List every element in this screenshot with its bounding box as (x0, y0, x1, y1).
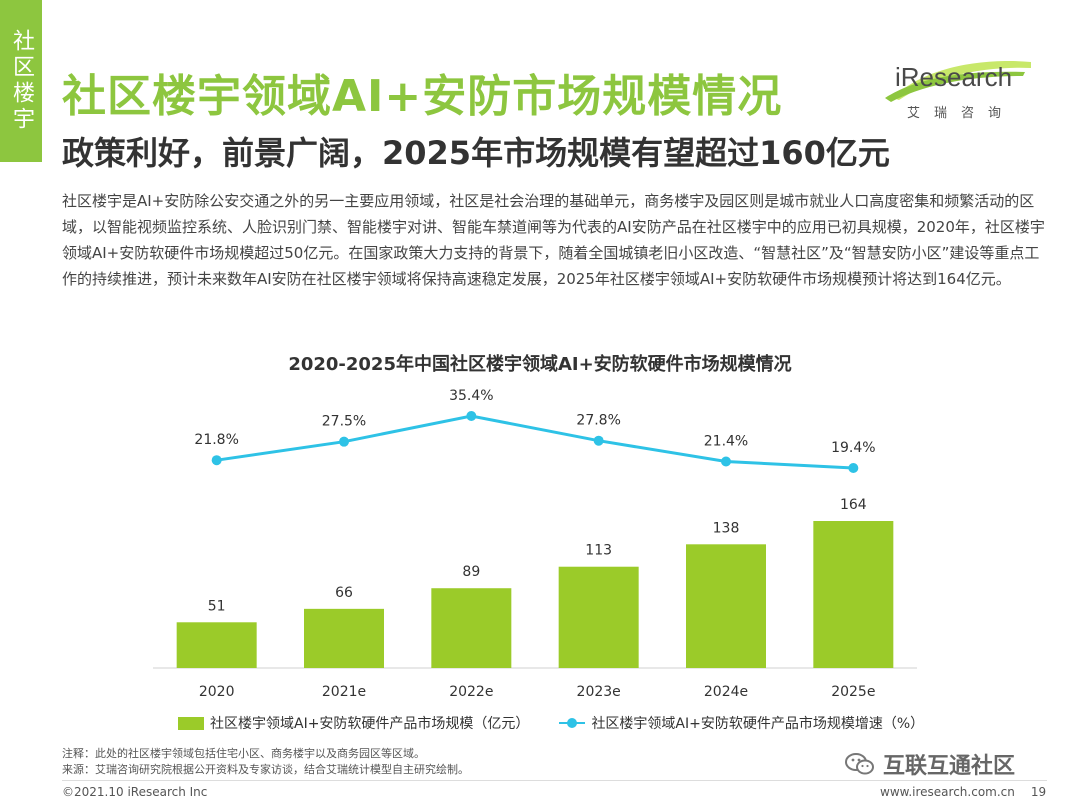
page-subtitle: 政策利好，前景广阔，2025年市场规模有望超过160亿元 (62, 134, 890, 172)
growth-value-label: 35.4% (449, 388, 493, 404)
growth-value-label: 27.8% (576, 413, 620, 429)
x-tick-label: 2025e (831, 684, 875, 700)
logo-swoosh-icon (885, 61, 1031, 102)
bar-value-label: 89 (462, 564, 480, 580)
legend-item-line: 社区楼宇领域AI+安防软硬件产品市场规模增速（%） (559, 713, 924, 733)
x-tick-label: 2020 (199, 684, 235, 700)
x-tick-label: 2022e (449, 684, 493, 700)
footer-right: www.iresearch.com.cn 19 (880, 785, 1046, 799)
bar (304, 608, 384, 668)
side-tab-label: 社区楼宇 (9, 29, 34, 133)
iresearch-logo: iResearch 艾瑞咨询 (885, 58, 1035, 124)
bar (176, 622, 257, 668)
x-tick-label: 2024e (704, 684, 748, 700)
chart-title: 2020-2025年中国社区楼宇领域AI+安防软硬件市场规模情况 (288, 354, 792, 375)
page-number: 19 (1030, 785, 1047, 799)
growth-point (211, 455, 222, 466)
footer-copyright: ©2021.10 iResearch Inc (62, 785, 208, 799)
growth-point (848, 463, 859, 473)
logo-subtitle: 艾瑞咨询 (907, 106, 1016, 121)
bar-value-label: 66 (335, 585, 353, 601)
legend-bar-swatch (178, 716, 204, 730)
growth-value-label: 21.4% (704, 434, 748, 450)
page-title: 社区楼宇领域AI+安防市场规模情况 (62, 71, 783, 122)
bar (686, 544, 766, 668)
bar-value-label: 138 (713, 520, 740, 536)
bar (813, 521, 894, 668)
bar (431, 588, 512, 668)
note-text: 注释：此处的社区楼宇领域包括住宅小区、商务楼宇以及商务园区等区域。 (62, 747, 425, 760)
growth-value-label: 27.5% (322, 414, 366, 430)
growth-point (466, 411, 477, 421)
x-tick-label: 2021e (322, 684, 366, 700)
growth-point (339, 436, 349, 447)
legend-item-bar: 社区楼宇领域AI+安防软硬件产品市场规模（亿元） (178, 713, 529, 733)
logo-brand: iResearch (895, 62, 1013, 92)
growth-point (721, 456, 731, 467)
legend-line-swatch (559, 716, 586, 730)
footer-url: www.iresearch.com.cn (880, 785, 1015, 799)
watermark-text: 互联互通社区 (883, 754, 1016, 779)
side-section-tab: 社区楼宇 (0, 0, 42, 162)
bar (558, 566, 639, 668)
intro-paragraph: 社区楼宇是AI+安防除公安交通之外的另一主要应用领域，社区是社会治理的基础单元，… (62, 192, 1045, 288)
growth-line (216, 414, 854, 470)
chart-notes: 注释：此处的社区楼宇领域包括住宅小区、商务楼宇以及商务园区等区域。 来源：艾瑞咨… (62, 746, 469, 778)
bar-value-label: 51 (208, 598, 226, 614)
legend-bar-label: 社区楼宇领域AI+安防软硬件产品市场规模（亿元） (210, 716, 530, 732)
x-tick-label: 2023e (577, 684, 621, 700)
growth-value-label: 21.8% (194, 432, 238, 448)
legend-line-label: 社区楼宇领域AI+安防软硬件产品市场规模增速（%） (591, 716, 925, 732)
growth-point (593, 435, 604, 446)
watermark: 互联互通社区 (845, 748, 1015, 780)
growth-value-label: 19.4% (831, 440, 875, 456)
bar-value-label: 164 (840, 497, 867, 513)
chart-legend: 社区楼宇领域AI+安防软硬件产品市场规模（亿元） 社区楼宇领域AI+安防软硬件产… (178, 712, 978, 734)
bar-value-label: 113 (585, 543, 612, 559)
source-text: 来源：艾瑞咨询研究院根据公开资料及专家访谈，结合艾瑞统计模型自主研究绘制。 (62, 763, 469, 776)
footer-divider (62, 780, 1047, 781)
wechat-icon (845, 753, 874, 775)
